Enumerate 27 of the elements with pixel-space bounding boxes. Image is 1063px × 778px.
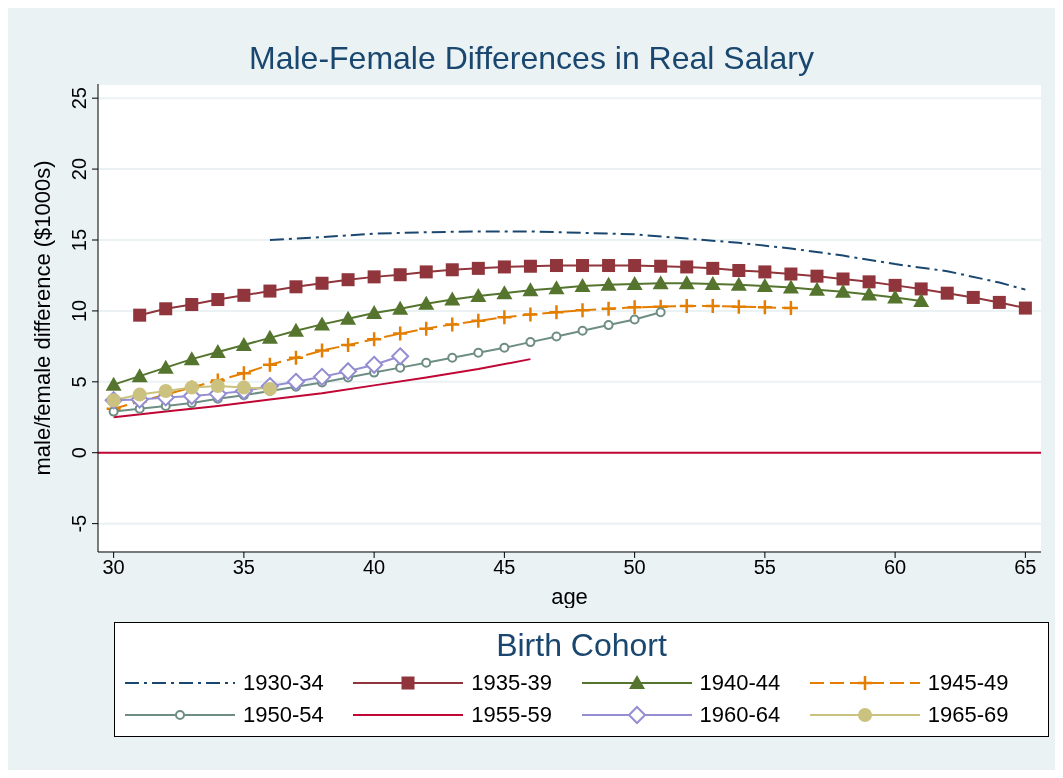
x-tick-label: 60 [884,556,907,579]
legend-label: 1930-34 [243,670,324,696]
x-tick-label: 35 [232,556,255,579]
y-tick-label: 20 [68,157,90,181]
legend-label: 1965-69 [927,702,1009,728]
x-tick-label: 30 [102,556,125,579]
legend-title: Birth Cohort [495,627,668,664]
chart-title: Male-Female Differences in Real Salary [248,39,815,78]
legend-label: 1950-54 [243,702,324,728]
x-tick-label: 55 [753,556,776,579]
legend-label: 1940-44 [699,670,781,696]
legend-label: 1955-59 [471,702,552,728]
x-tick-label: 45 [493,556,516,579]
y-tick-label: 15 [68,228,90,252]
legend-label: 1945-49 [927,670,1009,696]
y-tick-label: -5 [68,514,90,533]
y-tick-label: 5 [68,376,90,388]
x-tick-label: 50 [623,556,646,579]
y-axis-title: male/female difference ($1000s) [29,160,55,476]
x-tick-label: 65 [1014,556,1037,579]
legend-label: 1960-64 [699,702,781,728]
legend-label: 1935-39 [471,670,552,696]
y-tick-label: 25 [68,87,90,110]
x-tick-label: 40 [363,556,386,579]
y-tick-label: 10 [68,299,90,323]
x-axis-title: age [551,584,588,609]
y-tick-label: 0 [68,447,90,459]
